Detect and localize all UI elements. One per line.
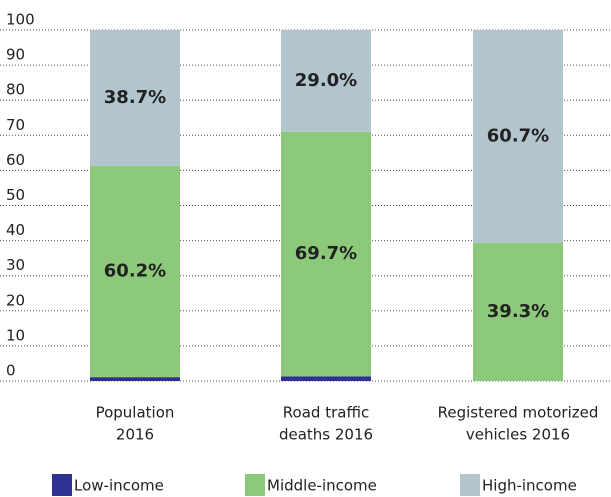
value-label: 60.2% [104, 260, 166, 281]
y-tick-label: 0 [6, 362, 16, 380]
bar-segment [90, 30, 180, 166]
y-tick-label: 100 [6, 11, 35, 29]
x-tick-label: Registered motorized [438, 404, 599, 422]
value-label: 69.7% [295, 243, 357, 264]
y-tick-label: 20 [6, 291, 25, 309]
bar-segment [473, 30, 563, 244]
value-label: 29.0% [295, 70, 357, 91]
x-tick-label: deaths 2016 [279, 426, 373, 444]
bar-segment [281, 376, 371, 381]
y-tick-label: 10 [6, 326, 25, 344]
bar-segment [90, 377, 180, 381]
x-tick-label: Road traffic [283, 404, 369, 422]
legend-label: High-income [482, 477, 577, 495]
bar-segment [473, 243, 563, 381]
x-tick-label: 2016 [116, 426, 154, 444]
legend-label: Middle-income [267, 477, 377, 495]
legend-label: Low-income [74, 477, 164, 495]
x-tick-label: Population [96, 404, 175, 422]
legend-swatch [245, 474, 265, 496]
value-label: 39.3% [487, 301, 549, 322]
x-tick-label: vehicles 2016 [466, 426, 570, 444]
y-tick-label: 60 [6, 151, 25, 169]
bar-segment [281, 131, 371, 377]
legend-swatch [52, 474, 72, 496]
bar-segment [281, 30, 371, 132]
y-tick-label: 80 [6, 81, 25, 99]
value-label: 60.7% [487, 126, 549, 147]
y-tick-label: 90 [6, 46, 25, 64]
legend-swatch [460, 474, 480, 496]
y-tick-label: 30 [6, 256, 25, 274]
y-tick-label: 70 [6, 116, 25, 134]
y-tick-label: 40 [6, 221, 25, 239]
bar-segment [90, 165, 180, 378]
value-label: 38.7% [104, 87, 166, 108]
y-tick-label: 50 [6, 186, 25, 204]
